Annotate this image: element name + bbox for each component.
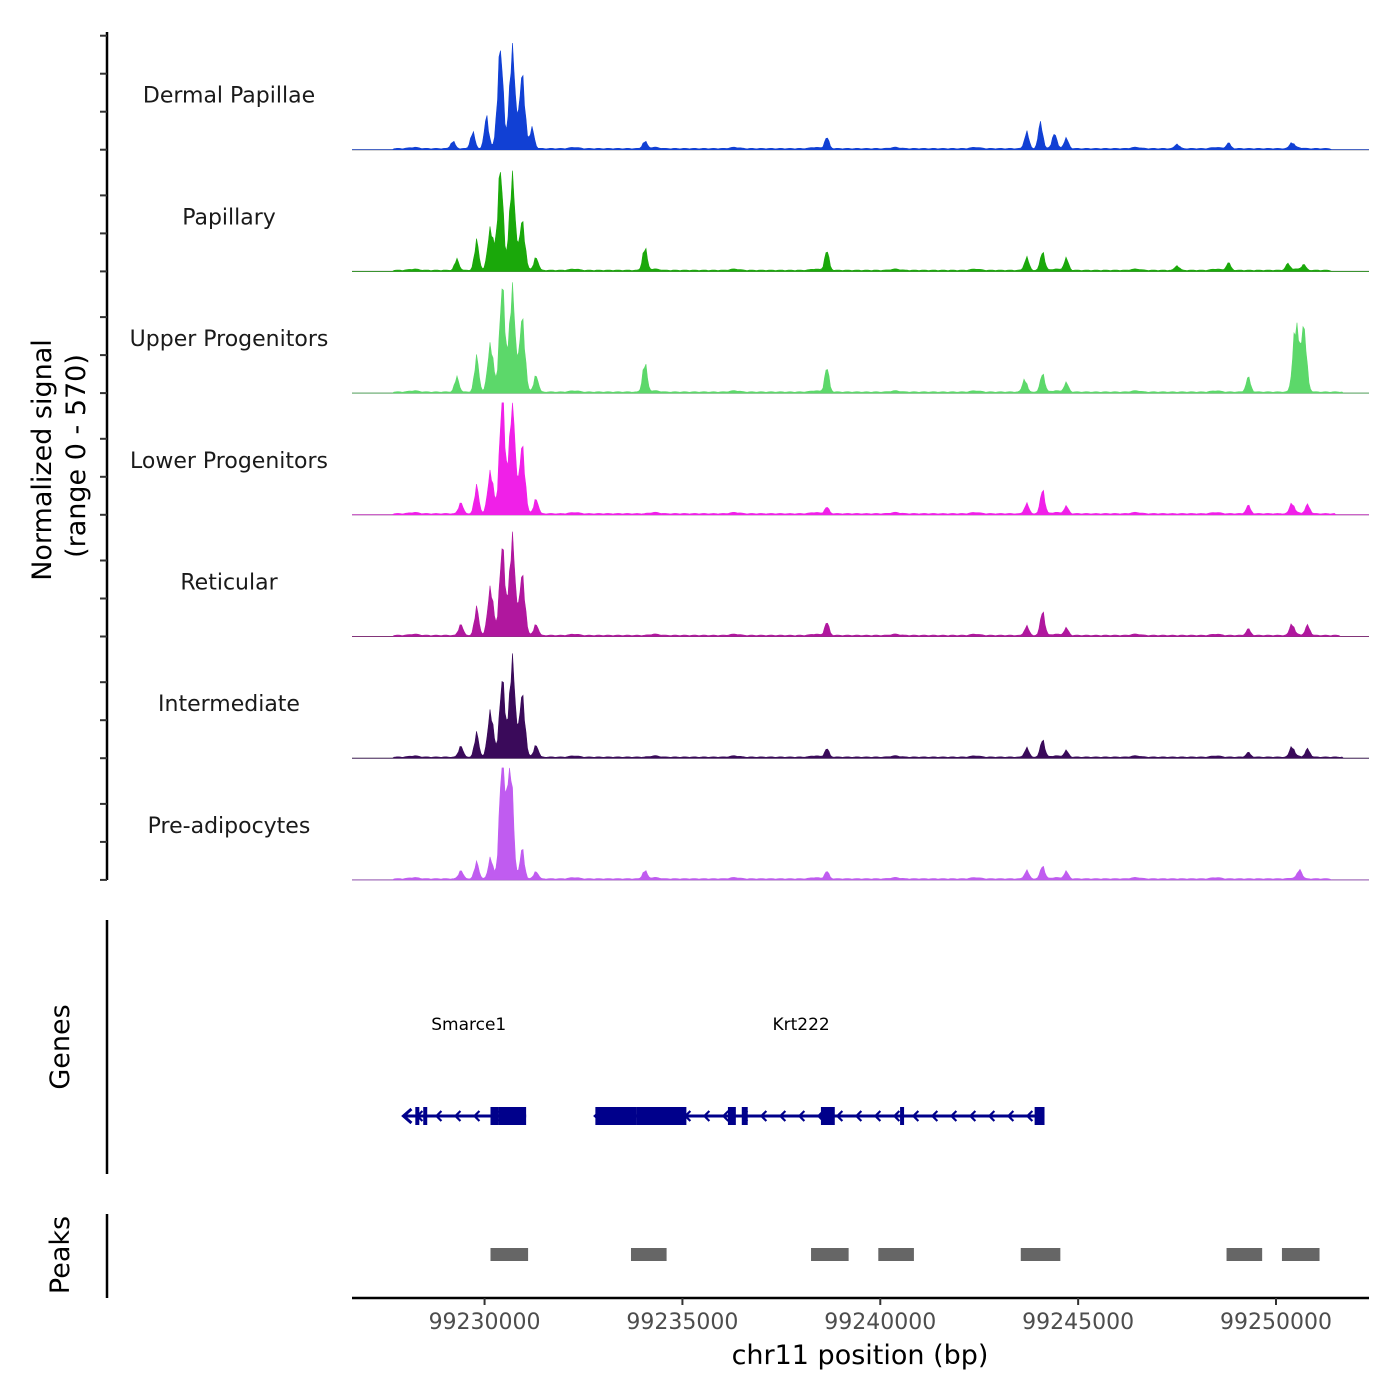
- coverage-area: [352, 170, 1369, 272]
- axes: 99230000 99235000 99240000 99245000 99250000: [100, 32, 1369, 1335]
- peak-region: [630, 1248, 667, 1261]
- coverage-track: Dermal Papillae: [143, 42, 1369, 151]
- coverage-track: Lower Progenitors: [130, 402, 1369, 516]
- gene-model: Krt222: [593, 1015, 1045, 1125]
- peak-region: [878, 1248, 914, 1261]
- strand-arrow-icon: [434, 1110, 443, 1122]
- strand-arrow-icon: [1006, 1110, 1015, 1122]
- coverage-track: Intermediate: [158, 653, 1369, 759]
- gene-label: Krt222: [773, 1015, 830, 1035]
- track-label: Pre-adipocytes: [148, 814, 311, 839]
- strand-arrow-icon: [873, 1110, 882, 1122]
- coverage-area: [352, 282, 1369, 394]
- x-tick-label: 99245000: [1022, 1310, 1134, 1335]
- track-label: Dermal Papillae: [143, 84, 315, 109]
- track-label: Papillary: [182, 205, 276, 230]
- gene-exon: [741, 1107, 748, 1125]
- strand-arrow-icon: [472, 1110, 481, 1122]
- gene-exon: [490, 1107, 499, 1125]
- strand-arrow-icon: [797, 1110, 806, 1122]
- x-tick-label: 99240000: [824, 1310, 936, 1335]
- coverage-track: Reticular: [180, 531, 1369, 637]
- strand-arrow-icon: [702, 1110, 711, 1122]
- peak-panel: [490, 1248, 1320, 1261]
- coverage-area: [352, 653, 1369, 759]
- peak-region: [1226, 1248, 1263, 1261]
- y-axis-title-line-2: (range 0 - 570): [61, 354, 92, 558]
- strand-arrow-icon: [949, 1110, 958, 1122]
- strand-arrow-icon: [892, 1110, 901, 1122]
- strand-arrow-icon: [987, 1110, 996, 1122]
- gene-exon: [636, 1107, 687, 1125]
- strand-arrow-icon: [854, 1110, 863, 1122]
- track-label: Intermediate: [158, 692, 300, 717]
- gene-exon: [1034, 1107, 1045, 1125]
- peak-region: [1281, 1248, 1320, 1261]
- x-tick-label: 99235000: [626, 1310, 738, 1335]
- track-label: Upper Progenitors: [130, 327, 329, 352]
- gene-exon: [595, 1107, 637, 1125]
- gene-exon: [423, 1107, 428, 1125]
- gene-label: Smarce1: [431, 1015, 506, 1035]
- strand-arrow-icon: [759, 1110, 768, 1122]
- strand-arrow-icon: [835, 1110, 844, 1122]
- gene-exon: [900, 1107, 905, 1125]
- gene-panel: Smarce1 Krt222: [401, 1015, 1045, 1125]
- gene-exon: [727, 1107, 736, 1125]
- track-label: Reticular: [180, 571, 278, 596]
- coverage-track: Papillary: [182, 170, 1369, 272]
- coverage-track: Pre-adipocytes: [148, 767, 1369, 881]
- coverage-area: [352, 767, 1369, 881]
- strand-arrow-icon: [1025, 1110, 1034, 1122]
- peak-region: [811, 1248, 849, 1261]
- gene-start-arrow-icon: [401, 1107, 413, 1125]
- y-axis-title-line-1: Normalized signal: [27, 339, 58, 581]
- peak-region: [1020, 1248, 1061, 1261]
- peaks-panel-title: Peaks: [45, 1216, 76, 1294]
- gene-exon: [415, 1107, 420, 1125]
- peak-region: [490, 1248, 529, 1261]
- coverage-area: [352, 531, 1369, 637]
- gene-model: Smarce1: [401, 1015, 527, 1125]
- coverage-area: [352, 402, 1369, 516]
- x-tick-label: 99250000: [1220, 1310, 1332, 1335]
- coverage-panel: Dermal Papillae Papillary Upper Progenitor…: [130, 42, 1369, 881]
- strand-arrow-icon: [930, 1110, 939, 1122]
- track-label: Lower Progenitors: [130, 449, 328, 474]
- x-tick-label: 99230000: [429, 1310, 541, 1335]
- strand-arrow-icon: [453, 1110, 462, 1122]
- strand-arrow-icon: [778, 1110, 787, 1122]
- gene-exon: [820, 1107, 835, 1125]
- coverage-area: [352, 42, 1369, 150]
- strand-arrow-icon: [968, 1110, 977, 1122]
- x-axis-title: chr11 position (bp): [732, 1340, 989, 1371]
- coverage-track: Upper Progenitors: [130, 282, 1369, 394]
- genes-panel-title: Genes: [45, 1004, 76, 1089]
- strand-arrow-icon: [911, 1110, 920, 1122]
- strand-arrow-icon: [721, 1110, 730, 1122]
- gene-exon: [498, 1107, 527, 1125]
